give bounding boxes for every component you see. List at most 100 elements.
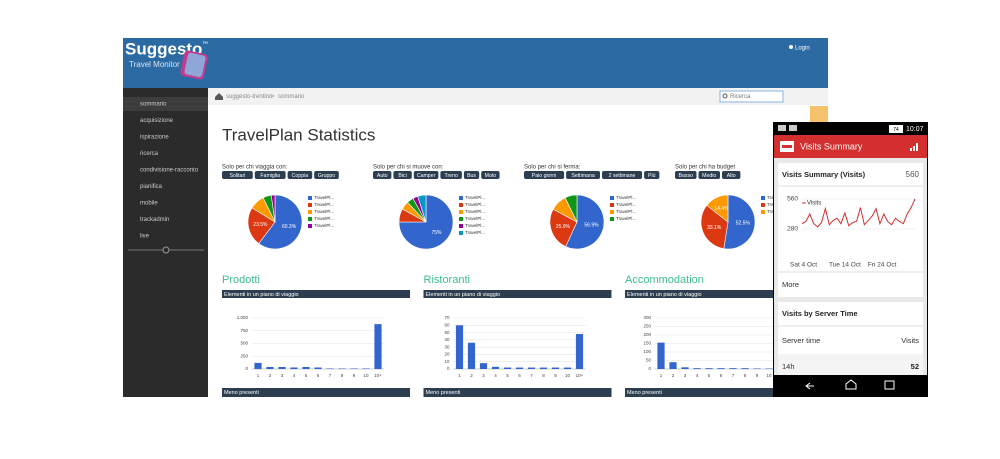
filter-button-label[interactable]: 2 settimane [609,173,636,179]
filter-button-label[interactable]: Medio [702,173,716,179]
filter-button-label[interactable]: Auto [377,173,388,179]
y-tick-label: 0 [245,366,248,371]
app-title: Visits Summary [800,141,863,151]
filter-button[interactable] [287,171,313,179]
search-box[interactable] [719,90,784,103]
x-tick-label: 8 [744,373,747,378]
breadcrumb-item[interactable]: suggesto-trentino [226,94,273,100]
filter-button[interactable] [481,171,500,179]
filter-button-label[interactable]: Famiglia [260,173,280,179]
filter-button-label[interactable]: Bus [467,173,476,179]
filter-button-label[interactable]: Settimana [571,173,594,179]
bar [681,367,689,369]
filter-button-label[interactable]: Camper [417,173,436,179]
filter-button[interactable] [644,171,660,179]
more-link[interactable]: More [782,280,799,289]
filter-button-label[interactable]: Treno [444,173,457,179]
y-tick-label: 50 [646,358,652,363]
filter-button[interactable] [222,171,253,179]
filter-button[interactable] [698,171,721,179]
x-tick-label: 7 [530,373,533,378]
bar [753,368,761,369]
y-tick-label: 40 [444,337,450,342]
x-tick-label: 9 [756,373,759,378]
pie-slice-label: 25.9% [556,224,571,230]
sidebar-item[interactable]: condivisione-racconto [140,168,199,174]
filter-button-label[interactable]: Moto [485,173,497,179]
filter-button[interactable] [393,171,412,179]
app-bar [774,135,927,158]
filter-button-label[interactable]: Paio giorni [532,173,557,179]
filter-button[interactable] [566,171,600,179]
pie-slice-label: 14.4% [714,206,729,212]
filter-button-label[interactable]: Solitari [229,173,245,179]
section-footer-label: Meno presenti [627,390,662,396]
bar [326,368,334,369]
legend-swatch [761,210,765,214]
bar [693,368,701,369]
sidebar-item[interactable]: acquisizione [140,118,174,124]
x-tick-label: Fri 24 Oct [868,262,897,269]
pie-slice [258,194,303,250]
nav-home[interactable] [845,379,857,390]
filter-button-label[interactable]: Più [648,173,656,179]
filter-button[interactable] [440,171,462,179]
app-icon-mark [782,145,792,148]
column-header: Visits [901,336,919,345]
filter-button[interactable] [373,171,392,179]
filter-button-label[interactable]: Alto [727,173,736,179]
filter-button[interactable] [463,171,480,179]
sidebar-toggle[interactable] [162,246,170,254]
legend-swatch [459,217,463,221]
sidebar-item[interactable]: sommario [140,102,167,108]
filter-button[interactable] [524,171,565,179]
sidebar-item[interactable]: pianifica [140,184,163,190]
filter-button[interactable] [254,171,286,179]
nav-back[interactable] [805,382,814,390]
filter-button-label[interactable]: Coppia [292,173,309,179]
filter-button[interactable] [722,171,741,179]
filter-button[interactable] [675,171,697,179]
pie-slice [270,194,276,223]
pie-slice [723,194,756,250]
filter-button-label[interactable]: Bici [398,173,406,179]
x-tick-label: 5 [506,373,509,378]
bar [254,362,262,369]
section-footer-label: Meno presenti [426,390,461,396]
bar [705,368,713,369]
filter-button[interactable] [602,171,643,179]
login-link[interactable]: Login [795,46,810,52]
sidebar-item[interactable]: ispirazione [140,135,169,141]
nav-recent[interactable] [884,380,895,390]
legend-swatch [459,203,463,207]
filter-button[interactable] [314,171,339,179]
legend-label: TravelPl... [465,230,485,235]
breadcrumb-separator: > [271,94,275,100]
sidebar-item[interactable]: mobile [140,201,158,207]
filter-button-label[interactable]: Basso [679,173,694,179]
logo-icon-inner [184,52,206,78]
home-icon[interactable] [215,93,223,100]
filter-label: Solo per chi ha budget [675,165,735,171]
breadcrumb-item[interactable]: sommario [278,94,305,100]
pie-slice-label: 60.3% [282,224,297,230]
legend-swatch [308,217,312,221]
legend-label: TravelPl... [465,195,485,200]
x-tick-label: 2 [470,373,473,378]
user-icon [789,45,793,49]
bar [717,368,725,369]
filter-button[interactable] [413,171,439,179]
sidebar-item[interactable]: live [140,234,150,240]
battery-level: 74 [893,127,899,133]
legend-label: TravelPl... [616,195,636,200]
bar [338,368,346,369]
filter-button-label[interactable]: Gruppo [318,173,335,179]
y-tick-label: 30 [444,344,450,349]
x-tick-label: 4 [494,373,497,378]
y-tick-label: 0 [648,366,651,371]
sidebar-item[interactable]: trackadmin [140,217,169,223]
sidebar-item[interactable]: ricerca [140,151,159,157]
stats-icon[interactable] [910,143,918,151]
x-tick-label: 2 [269,373,272,378]
